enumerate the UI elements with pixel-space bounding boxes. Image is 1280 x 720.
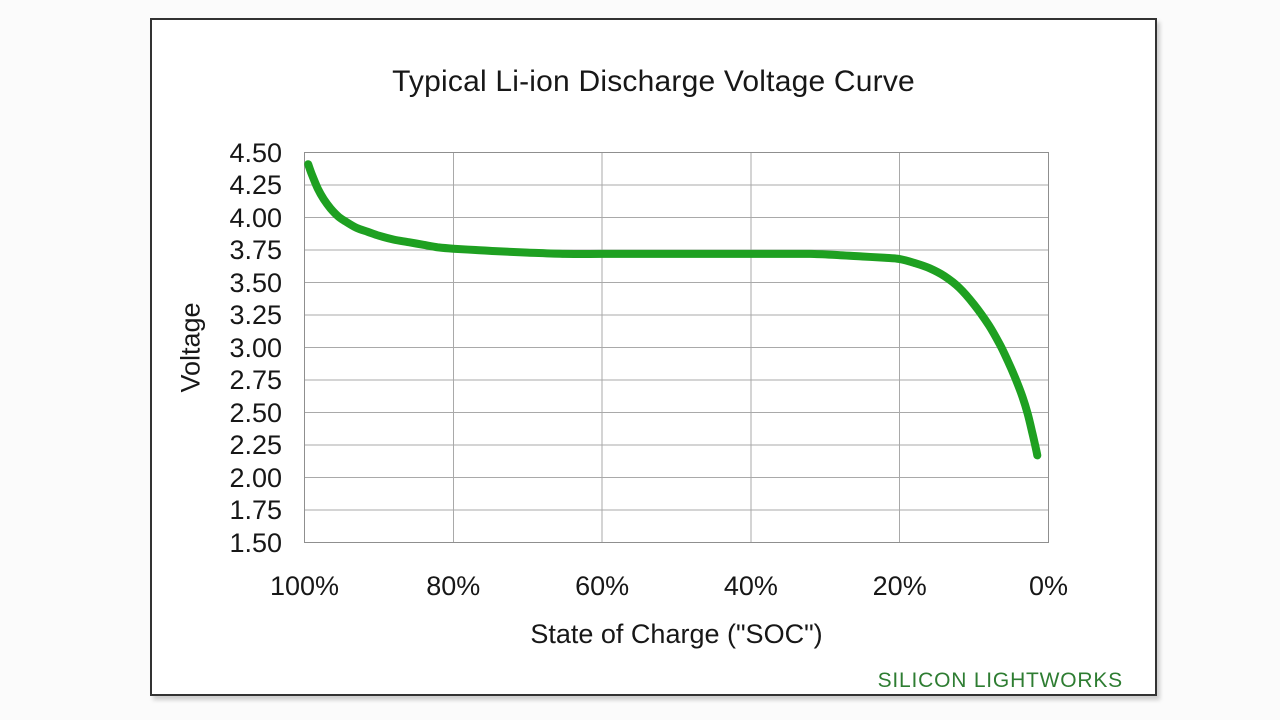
y-tick-label: 2.75 (229, 365, 282, 395)
y-tick-label: 1.50 (229, 527, 282, 558)
y-tick-label: 1.75 (229, 495, 282, 525)
chart-title: Typical Li-ion Discharge Voltage Curve (392, 65, 915, 98)
x-tick-label: 20% (872, 571, 927, 601)
chart-slide: Typical Li-ion Discharge Voltage Curve V… (150, 18, 1157, 696)
x-tick-label: 60% (575, 571, 630, 601)
y-tick-label: 2.00 (229, 462, 282, 493)
y-tick-label: 3.50 (229, 267, 282, 298)
y-tick-label: 4.00 (229, 202, 282, 233)
y-axis-tick-labels: 4.50 4.25 4.00 3.75 3.50 3.25 3.00 2.75 2.50 2.25… (152, 20, 282, 698)
x-axis-title: State of Charge ("SOC") (530, 619, 823, 649)
y-tick-label: 4.50 (229, 137, 282, 168)
plot-area (304, 152, 1049, 543)
y-tick-label: 2.25 (229, 430, 282, 460)
watermark-silicon-lightworks: SILICON LIGHTWORKS (877, 669, 1123, 692)
x-tick-label: 80% (426, 571, 481, 601)
plot-border (304, 152, 1049, 543)
y-tick-label: 2.50 (229, 397, 282, 428)
y-tick-label: 3.25 (229, 300, 282, 330)
discharge-curve (304, 160, 1042, 460)
y-tick-label: 3.75 (229, 235, 282, 265)
x-tick-label: 0% (1028, 571, 1069, 601)
x-tick-label: 40% (723, 571, 778, 601)
x-axis-tick-labels: 100% 80% 60% 40% 20% 0% (270, 570, 1068, 604)
y-tick-label: 4.25 (229, 170, 282, 200)
x-tick-label: 100% (269, 571, 340, 601)
y-tick-label: 3.00 (229, 332, 282, 363)
